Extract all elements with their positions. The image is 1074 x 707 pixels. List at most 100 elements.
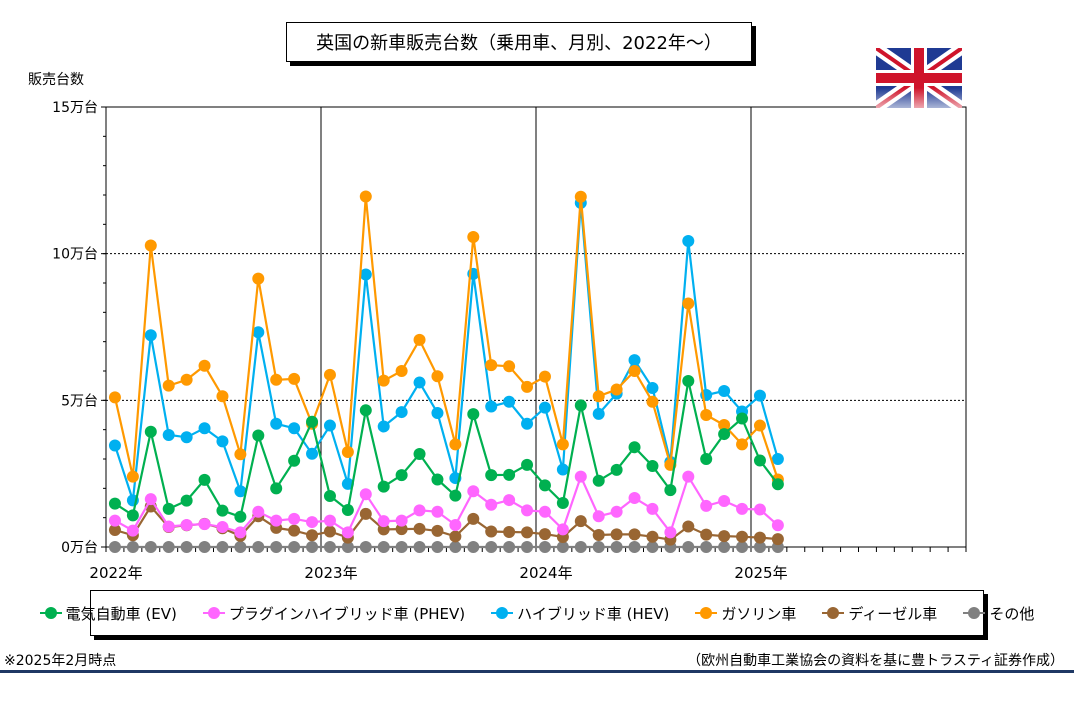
data-point (503, 541, 516, 553)
data-point (162, 379, 175, 392)
series-5 (108, 541, 784, 553)
data-point (682, 297, 695, 310)
data-point (682, 374, 695, 387)
data-point (413, 333, 426, 346)
data-point (431, 541, 444, 553)
data-point (646, 460, 659, 473)
data-point (628, 541, 641, 553)
data-point (413, 522, 426, 535)
footnote: ※2025年2月時点 (4, 653, 117, 669)
data-point (108, 523, 121, 536)
data-point (700, 541, 713, 553)
data-point (628, 354, 641, 367)
data-point (736, 412, 749, 425)
data-point (736, 530, 749, 543)
data-point (126, 524, 139, 537)
data-point (323, 525, 336, 538)
data-point (306, 516, 319, 529)
data-point (377, 420, 390, 433)
legend-item: ハイブリッド車 (HEV) (491, 603, 669, 624)
data-point (431, 406, 444, 419)
data-point (288, 524, 301, 537)
data-point (252, 272, 265, 285)
data-point (108, 391, 121, 404)
data-point (431, 370, 444, 383)
y-axis-label: 販売台数 (28, 72, 84, 88)
data-point (431, 524, 444, 537)
data-point (323, 489, 336, 502)
data-point (198, 422, 211, 435)
data-point (306, 529, 319, 542)
data-point (126, 509, 139, 522)
series-line (113, 202, 779, 501)
data-point (395, 523, 408, 536)
data-point (718, 541, 731, 553)
chart-title: 英国の新車販売台数（乗用車、月別、2022年～） (286, 22, 752, 62)
data-point (503, 526, 516, 539)
data-point (646, 541, 659, 553)
data-point (521, 541, 534, 553)
legend-item: プラグインハイブリッド車 (PHEV) (202, 603, 465, 624)
series-3 (108, 190, 784, 486)
data-point (413, 448, 426, 461)
data-point (574, 541, 587, 553)
data-point (610, 383, 623, 396)
data-point (377, 541, 390, 553)
data-point (485, 541, 498, 553)
data-point (198, 518, 211, 531)
data-point (771, 519, 784, 532)
data-point (700, 409, 713, 421)
series-line (114, 473, 779, 535)
data-point (359, 190, 372, 203)
data-point (270, 482, 283, 495)
data-point (467, 512, 480, 525)
data-point (646, 502, 659, 515)
legend-label: その他 (989, 604, 1035, 623)
legend-label: ハイブリッド車 (HEV) (517, 604, 670, 623)
x-tick-label: 2022年 (89, 564, 142, 582)
data-point (467, 230, 480, 243)
axis-layer: 0万台 5万台 10万台 15万台 2022年 2023年 2024年 2025年 (52, 100, 967, 582)
data-point (592, 528, 605, 541)
data-point (234, 510, 247, 523)
data-point (700, 499, 713, 512)
data-point (108, 439, 121, 452)
data-point (198, 473, 211, 486)
data-point (234, 526, 247, 539)
data-point (503, 468, 516, 481)
data-point (395, 514, 408, 527)
data-point (288, 541, 301, 553)
data-point (753, 419, 766, 432)
data-point (341, 526, 354, 539)
data-point (234, 485, 247, 498)
legend-item: その他 (963, 603, 1034, 624)
data-point (700, 528, 713, 541)
data-point (610, 528, 623, 541)
y-tick-label: 10万台 (52, 247, 98, 263)
data-point (467, 408, 480, 421)
data-point (306, 447, 319, 460)
data-point (252, 429, 265, 442)
data-point (736, 438, 749, 451)
data-point (449, 519, 462, 531)
data-point (288, 454, 301, 467)
legend-label: ディーゼル車 (848, 604, 938, 623)
data-point (753, 541, 766, 553)
data-point (413, 376, 426, 389)
data-point (682, 470, 695, 483)
x-tick-label: 2024年 (519, 564, 572, 582)
data-point (144, 425, 157, 438)
data-point (771, 453, 784, 465)
data-point (144, 239, 157, 252)
data-point (521, 380, 534, 393)
data-point (108, 541, 121, 553)
data-point (628, 492, 641, 505)
data-point (449, 541, 462, 553)
data-point (377, 515, 390, 528)
y-tick-label: 5万台 (61, 393, 98, 409)
data-point (771, 478, 784, 491)
data-point (288, 372, 301, 385)
data-point (359, 404, 372, 417)
data-point (395, 365, 408, 377)
data-point (467, 485, 480, 498)
